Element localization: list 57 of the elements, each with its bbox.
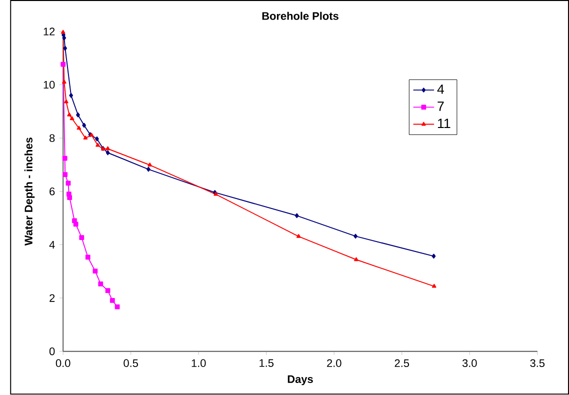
x-tick-label: 2.5: [394, 359, 410, 368]
y-tick-label: 0: [49, 348, 55, 356]
y-tick-label: 10: [44, 81, 55, 89]
point: [354, 234, 358, 239]
x-tick-label: 3.0: [462, 359, 477, 368]
point: [70, 116, 74, 120]
point: [66, 180, 71, 186]
point: [296, 234, 301, 238]
point: [85, 255, 90, 260]
point: [148, 162, 152, 167]
legend-label: 7: [438, 102, 444, 112]
point: [432, 254, 436, 259]
y-tick-label: 8: [50, 134, 55, 142]
y-tick-label: 12: [44, 28, 55, 36]
point: [82, 123, 86, 128]
legend-label: 11: [438, 118, 450, 128]
point: [106, 146, 110, 150]
x-tick-label: 1.5: [260, 359, 274, 368]
point: [64, 100, 68, 104]
point: [354, 257, 358, 262]
point: [62, 172, 68, 178]
point: [105, 288, 110, 294]
point: [62, 156, 68, 161]
y-tick-label: 6: [50, 188, 55, 196]
x-tick-label: 1.0: [192, 359, 206, 368]
point: [60, 62, 66, 67]
point: [60, 30, 66, 34]
point: [92, 268, 98, 274]
x-tick-label: 0.0: [56, 359, 70, 368]
point: [76, 126, 82, 130]
point: [62, 36, 66, 41]
y-tick-label: 4: [49, 241, 55, 249]
x-tick-label: 0.5: [124, 359, 138, 368]
chart-title: Borehole Plots: [262, 12, 338, 20]
y-tick-label: 2: [50, 294, 55, 302]
x-tick-label: 3.5: [530, 359, 545, 368]
point: [67, 112, 72, 117]
point: [106, 150, 110, 156]
point: [63, 46, 68, 51]
point: [432, 284, 436, 288]
point: [95, 136, 99, 142]
point: [67, 195, 72, 200]
point: [110, 298, 115, 304]
point: [69, 93, 74, 98]
x-axis-title: Days: [288, 376, 313, 386]
point: [79, 235, 84, 240]
legend-label: 4: [437, 84, 444, 94]
point: [83, 136, 88, 140]
point: [294, 213, 299, 218]
point: [96, 143, 100, 147]
point: [146, 167, 150, 172]
x-tick-label: 2.0: [327, 359, 342, 368]
point: [98, 282, 104, 287]
point: [62, 80, 66, 84]
point: [73, 222, 78, 227]
y-axis-title: Water Depth - inches: [24, 138, 35, 246]
point: [76, 112, 80, 118]
